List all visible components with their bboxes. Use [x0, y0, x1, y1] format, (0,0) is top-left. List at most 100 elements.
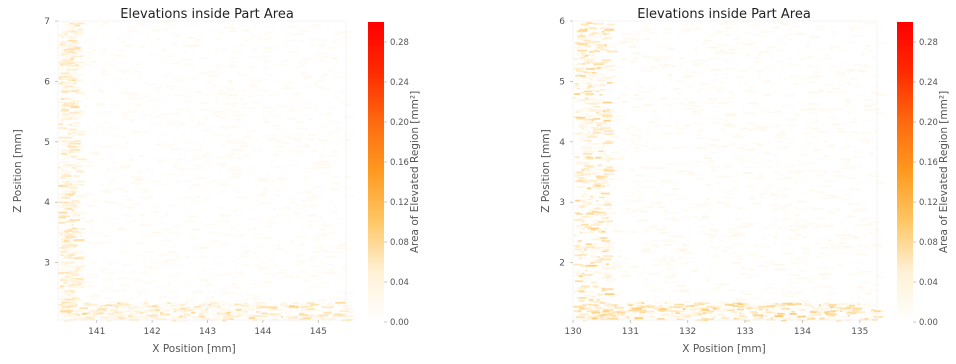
heatmap-cell [677, 163, 689, 166]
heatmap-cell [586, 318, 592, 321]
heatmap-cell [679, 312, 685, 315]
heatmap-cell [329, 298, 334, 300]
heatmap-cell [593, 57, 600, 59]
heatmap-cell [676, 248, 687, 251]
heatmap-cell [642, 243, 649, 245]
heatmap-cell [150, 196, 154, 199]
heatmap-cell [765, 111, 776, 114]
heatmap-cell [814, 174, 826, 177]
heatmap-cell [294, 92, 301, 95]
heatmap-cell [77, 133, 83, 135]
heatmap-cell [660, 307, 670, 310]
heatmap-cell [604, 272, 608, 275]
heatmap-cell [602, 142, 613, 145]
heatmap-cell [810, 67, 822, 69]
heatmap-cell [221, 183, 231, 186]
heatmap-cell [755, 69, 767, 72]
heatmap-cell [65, 144, 75, 147]
heatmap-cell [285, 40, 296, 42]
heatmap-cell [126, 310, 131, 313]
heatmap-cell [239, 277, 247, 280]
heatmap-cell [775, 305, 780, 307]
heatmap-cell [845, 160, 851, 163]
heatmap-cell [579, 31, 584, 33]
heatmap-cell [604, 29, 614, 31]
heatmap-cell [58, 136, 68, 139]
heatmap-cell [582, 190, 589, 192]
heatmap-cell [84, 40, 88, 42]
heatmap-cell [117, 267, 122, 270]
heatmap-cell [199, 222, 202, 225]
heatmap-cell [573, 116, 581, 118]
heatmap-cell [100, 316, 109, 319]
heatmap-cell [315, 108, 320, 111]
heatmap-cell [748, 91, 753, 94]
heatmap-cell [694, 313, 702, 316]
heatmap-cell [244, 293, 255, 296]
heatmap-cell [634, 182, 641, 185]
heatmap-cell [779, 268, 786, 271]
heatmap-cell [303, 253, 306, 256]
heatmap-cell [673, 87, 681, 90]
heatmap-cell [607, 86, 614, 89]
y-tick-label: 5 [559, 77, 565, 87]
heatmap-cell [854, 85, 860, 87]
heatmap-cell [64, 154, 69, 157]
heatmap-cell [719, 87, 728, 89]
heatmap-cell [847, 40, 853, 43]
heatmap-cell [330, 131, 341, 134]
heatmap-cell [182, 58, 193, 61]
heatmap-cell [839, 309, 844, 312]
heatmap-cell [662, 55, 674, 58]
heatmap-cell [802, 224, 814, 226]
heatmap-cell [840, 158, 851, 161]
colorbar-tick-label: 0.12 [919, 198, 938, 208]
heatmap-cell [632, 106, 641, 109]
heatmap-cell [209, 105, 213, 107]
heatmap-cell [328, 121, 339, 124]
heatmap-cell [784, 245, 795, 247]
heatmap-cell [72, 72, 76, 74]
heatmap-cell [697, 90, 701, 93]
heatmap-cell [590, 255, 600, 258]
heatmap-cell [59, 46, 65, 49]
x-axis: 130 131 132 133 134 135 [564, 320, 868, 337]
heatmap-cell [189, 22, 199, 25]
heatmap-cell [116, 69, 127, 72]
heatmap-cell [184, 256, 190, 258]
heatmap-cell [122, 229, 125, 232]
heatmap-cell [592, 131, 601, 134]
heatmap-cell [856, 252, 861, 255]
heatmap-cell [664, 302, 668, 304]
heatmap-cell [330, 162, 338, 165]
heatmap-cell [629, 40, 633, 42]
heatmap-cell [208, 239, 217, 242]
heatmap-cell [299, 150, 304, 152]
heatmap-cell [839, 245, 849, 248]
heatmap-cell [606, 117, 611, 119]
heatmap-cell [827, 314, 835, 317]
heatmap-cell [62, 90, 74, 92]
heatmap-cell [183, 279, 187, 282]
heatmap-cell [787, 303, 796, 306]
heatmap-cell [256, 59, 261, 62]
heatmap-cell [605, 290, 614, 292]
heatmap-cell [59, 50, 71, 53]
heatmap-cell [166, 318, 170, 321]
heatmap-cell [643, 141, 648, 144]
heatmap-cell [186, 149, 191, 151]
heatmap-cell [72, 82, 77, 85]
heatmap-cell [151, 171, 154, 174]
heatmap-cell [147, 315, 157, 318]
heatmap-cell [599, 302, 606, 304]
heatmap-cell [291, 140, 294, 143]
heatmap-cell [135, 179, 142, 182]
heatmap-cell [652, 245, 660, 247]
heatmap-cell [230, 315, 241, 318]
heatmap-cell [339, 122, 343, 124]
heatmap-cell [314, 143, 318, 145]
heatmap-cell [310, 303, 320, 306]
heatmap-cell [285, 184, 294, 187]
heatmap-cell [576, 162, 585, 165]
